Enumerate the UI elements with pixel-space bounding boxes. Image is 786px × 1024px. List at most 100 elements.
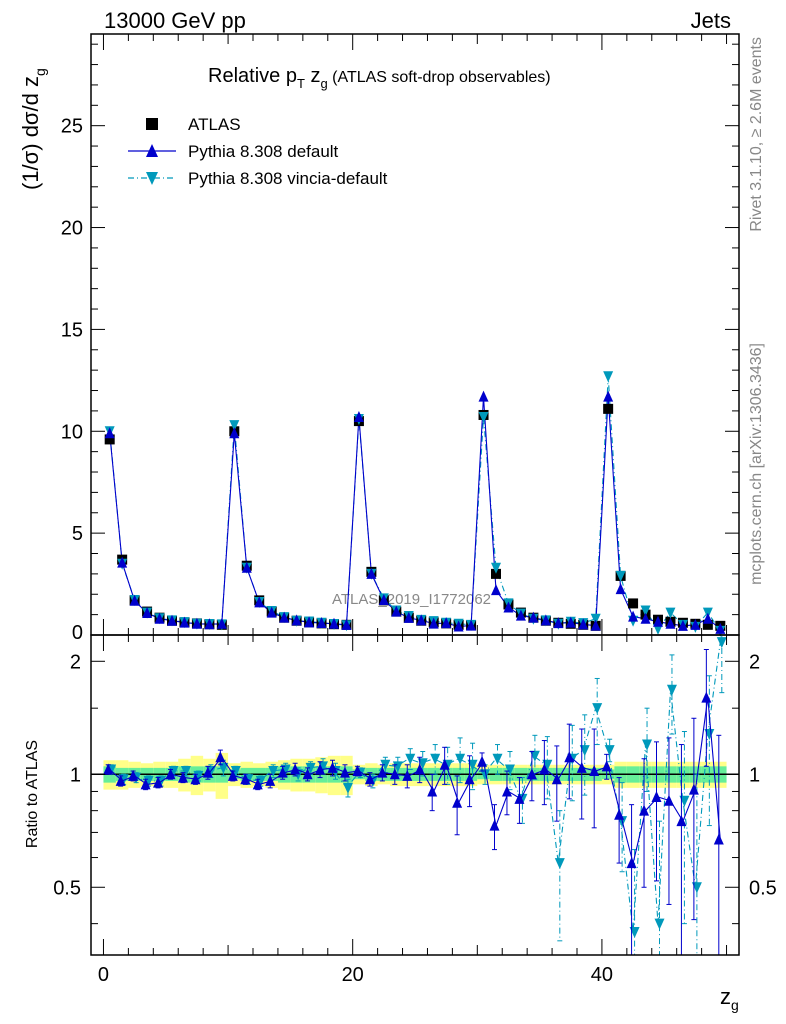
ratio-point — [364, 773, 375, 785]
mc-point — [615, 570, 626, 582]
mc-point — [565, 616, 576, 628]
ratio-y-tick-label: 1 — [70, 764, 81, 786]
ratio-point — [477, 755, 488, 767]
mc-point — [428, 617, 439, 629]
ratio-point — [626, 857, 637, 869]
mc-point — [491, 584, 501, 596]
y-tick-label: 5 — [72, 523, 83, 545]
mc-point — [279, 611, 290, 623]
y-axis-label: (1/σ) dσ/d zg — [18, 68, 48, 190]
x-axis-label: zg — [720, 984, 739, 1013]
ratio-point — [268, 766, 279, 778]
ratio-point — [165, 768, 176, 780]
main-plot-axes: 5 10 15 20 25 0 — [61, 34, 739, 644]
ratio-point — [277, 766, 288, 778]
legend: ATLAS Pythia 8.308 default Pythia 8.308 vi… — [128, 115, 388, 188]
ratio-point — [676, 815, 687, 827]
mc-point — [590, 619, 601, 631]
ratio-point — [489, 819, 500, 831]
ratio-point — [614, 808, 625, 820]
mc-point — [653, 615, 663, 627]
ratio-y-axis-label: Ratio to ATLAS — [24, 740, 41, 848]
ratio-point — [688, 783, 699, 795]
ratio-y-tick-label: 2 — [749, 651, 760, 673]
ratio-point — [218, 762, 229, 774]
ratio-point — [651, 790, 662, 802]
ratio-point — [713, 833, 724, 845]
mc-point — [341, 618, 352, 630]
ratio-point — [265, 774, 276, 786]
mc-point — [690, 618, 701, 630]
ratio-point — [464, 773, 475, 785]
ratio-point — [414, 763, 425, 775]
main-plot-series — [104, 371, 726, 637]
ratio-point — [128, 769, 139, 781]
ratio-point — [115, 774, 126, 786]
mc-point — [578, 618, 589, 630]
mc-point — [254, 596, 265, 608]
y-tick-label: 20 — [61, 218, 83, 240]
ratio-point — [327, 761, 338, 773]
mc-point — [329, 617, 339, 629]
mc-point — [291, 614, 302, 626]
ratio-point — [539, 763, 550, 775]
mcplots-label: mcplots.cern.ch [arXiv:1306.3436] — [748, 343, 765, 585]
mc-point — [204, 618, 215, 630]
ratio-point — [392, 761, 403, 773]
mc-point — [677, 619, 688, 631]
ratio-point — [455, 753, 466, 765]
series-line — [109, 376, 721, 632]
ratio-point — [180, 766, 191, 778]
ratio-point — [153, 776, 164, 788]
ratio-point — [168, 766, 179, 778]
ratio-plot-series — [103, 634, 727, 956]
ratio-point — [305, 762, 316, 774]
ratio-point — [480, 769, 491, 781]
ratio-point — [302, 768, 313, 780]
mc-point — [478, 390, 489, 402]
ratio-point — [215, 751, 226, 763]
mc-point — [715, 622, 726, 634]
mc-point — [403, 611, 414, 623]
ratio-y-tick-label: 1 — [749, 764, 760, 786]
mc-point — [229, 420, 240, 432]
ratio-plot-axes: 0 20 40 0.5 0.5 1 1 2 2 — [53, 635, 777, 986]
ratio-point — [666, 684, 677, 696]
ratio-point — [439, 758, 450, 770]
ratio-point — [592, 703, 603, 715]
ratio-point — [240, 773, 251, 785]
mc-point — [391, 605, 402, 617]
mc-point — [553, 617, 564, 629]
ratio-point — [377, 766, 388, 778]
legend-label: Pythia 8.308 vincia-default — [188, 169, 388, 188]
legend-label: Pythia 8.308 default — [188, 142, 339, 161]
mc-point — [229, 427, 240, 439]
ratio-point — [663, 794, 674, 806]
mc-point — [378, 593, 389, 605]
ratio-point — [143, 775, 154, 787]
y-tick-label: 0 — [72, 622, 83, 644]
y-tick-label: 10 — [61, 421, 83, 443]
mc-point — [628, 610, 639, 622]
header-right: Jets — [691, 8, 731, 33]
ratio-point — [255, 775, 266, 787]
ratio-point — [601, 760, 612, 772]
ratio-line — [109, 642, 721, 933]
ratio-point — [402, 769, 413, 781]
ratio-point — [564, 751, 575, 763]
y-tick-label: 15 — [61, 319, 83, 341]
rivet-label: Rivet 3.1.10, ≥ 2.6M events — [748, 37, 765, 232]
legend-marker — [146, 144, 158, 157]
ratio-point — [290, 763, 301, 775]
mc-point — [167, 614, 177, 626]
ratio-point — [427, 785, 438, 797]
mc-point — [603, 390, 614, 402]
x-tick-label: 20 — [342, 964, 364, 986]
mc-point — [466, 619, 477, 631]
ratio-point — [554, 858, 565, 870]
mc-point — [104, 427, 115, 439]
data-point — [628, 598, 639, 609]
mc-point — [528, 611, 539, 623]
ratio-point — [551, 773, 562, 785]
